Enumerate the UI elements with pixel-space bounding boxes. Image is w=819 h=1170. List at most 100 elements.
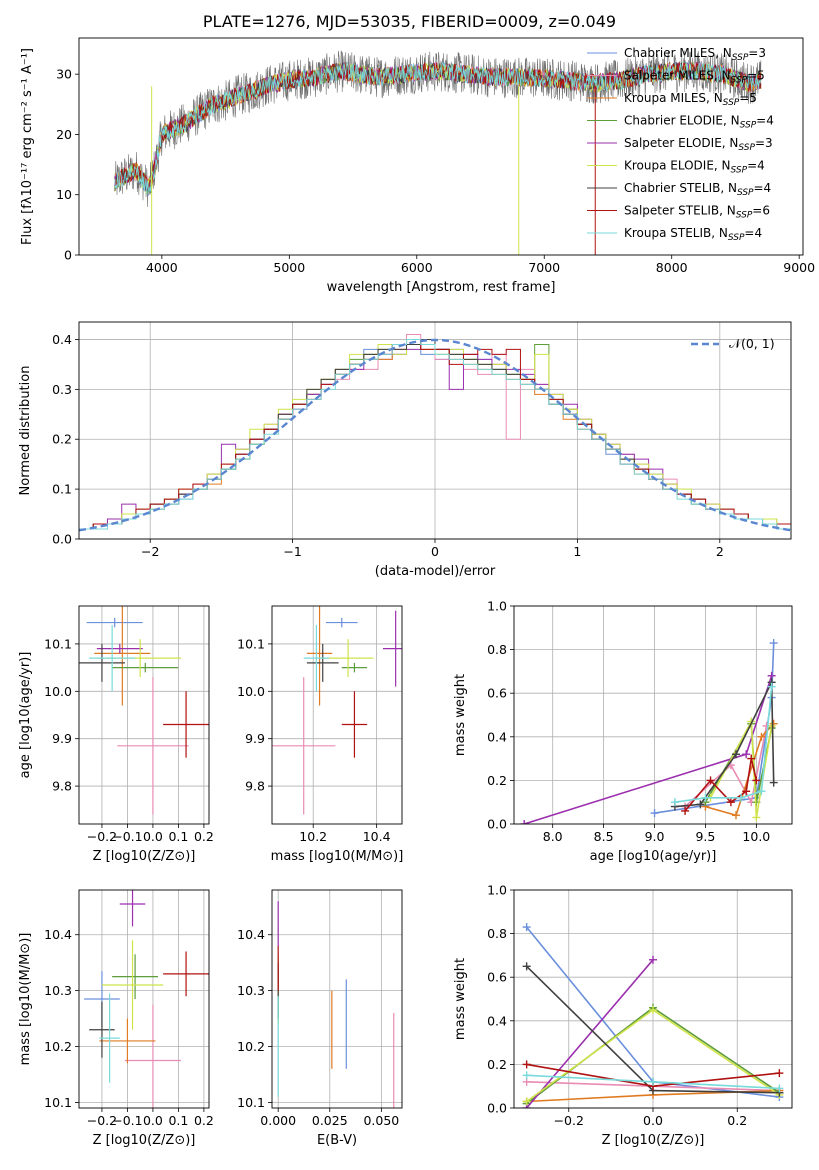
errorbar-salpeter-miles bbox=[124, 1004, 181, 1108]
errorbar-chabrier-stelib bbox=[306, 643, 339, 682]
x-axis-label: E(B-V) bbox=[317, 1133, 357, 1148]
x-tick-label: 8.5 bbox=[594, 829, 614, 844]
x-axis-label: age [log10(age/yr)] bbox=[590, 849, 717, 864]
y-axis-label: Flux [fλ10⁻¹⁷ erg cm⁻² s⁻¹ A⁻¹] bbox=[20, 48, 35, 245]
errorbar-kroupa-miles bbox=[94, 606, 151, 706]
series-salpeter-miles bbox=[681, 721, 771, 811]
errorbar-kroupa-stelib bbox=[303, 624, 330, 692]
y-tick-label: 10.1 bbox=[44, 1095, 72, 1110]
y-tick-label: 0.0 bbox=[52, 532, 72, 547]
y-axis-label: mass weight bbox=[453, 958, 468, 1040]
errorbar-chabrier-elodie bbox=[112, 662, 179, 673]
legend-label: Kroupa STELIB, NSSP=4 bbox=[624, 226, 762, 243]
legend-label: Kroupa MILES, NSSP=5 bbox=[624, 91, 757, 108]
x-tick-label: 0.2 bbox=[727, 1113, 747, 1128]
y-tick-label: 0.6 bbox=[487, 970, 507, 985]
y-tick-label: 0.3 bbox=[52, 382, 72, 397]
weight-vs-age-panel: 8.0 8.5 9.0 9.5 10.0 0.0 0.2 0.4 0.6 0.8 1.0 age [l… bbox=[453, 599, 793, 864]
y-tick-label: 10.2 bbox=[237, 1039, 265, 1054]
x-axis-label: wavelength [Angstrom, rest frame] bbox=[327, 280, 556, 295]
errorbar-salpeter-stelib bbox=[163, 691, 209, 758]
y-tick-label: 20 bbox=[56, 127, 72, 142]
x-tick-label: 4000 bbox=[146, 260, 178, 275]
axes-frame bbox=[78, 37, 804, 256]
x-tick-label: 0.0 bbox=[143, 1113, 163, 1128]
histogram-kroupa-stelib bbox=[79, 338, 791, 530]
errorbar-kroupa-stelib bbox=[99, 993, 120, 1083]
y-tick-label: 0.6 bbox=[487, 686, 507, 701]
weight-vs-z-panel: −0.2 0.0 0.2 0.0 0.2 0.4 0.6 0.8 1.0 Z [log10(Z/Z… bbox=[453, 883, 793, 1148]
x-tick-label: 0.050 bbox=[363, 1113, 399, 1128]
y-tick-label: 0.8 bbox=[487, 926, 507, 941]
errorbar-kroupa-elodie bbox=[101, 940, 164, 1030]
x-axis-label: mass [log10(M/M⊙)] bbox=[271, 849, 404, 864]
x-tick-label: −1 bbox=[283, 544, 301, 559]
x-tick-label: 0.0 bbox=[143, 829, 163, 844]
series-salpeter-stelib bbox=[522, 1060, 784, 1091]
errorbar-salpeter-elodie bbox=[382, 610, 402, 687]
x-axis-label: Z [log10(Z/Z⊙)] bbox=[93, 849, 196, 864]
y-tick-label: 0.4 bbox=[487, 729, 507, 744]
x-tick-label: 9.5 bbox=[695, 829, 715, 844]
x-tick-label: −0.2 bbox=[87, 1113, 117, 1128]
errorbar-chabrier-miles bbox=[86, 617, 143, 628]
y-tick-label: 10.1 bbox=[237, 1095, 265, 1110]
y-tick-label: 0.2 bbox=[487, 1057, 507, 1072]
y-tick-label: 0.4 bbox=[487, 1013, 507, 1028]
y-tick-label: 9.9 bbox=[245, 731, 265, 746]
series-chabrier-stelib bbox=[522, 962, 784, 1097]
errorbar-salpeter-elodie bbox=[96, 643, 143, 654]
y-tick-label: 0.2 bbox=[52, 432, 72, 447]
y-tick-label: 9.8 bbox=[52, 779, 72, 794]
y-tick-label: 10.3 bbox=[237, 983, 265, 998]
y-tick-label: 0.4 bbox=[52, 332, 72, 347]
y-tick-label: 0.1 bbox=[52, 482, 72, 497]
errorbar-salpeter-miles bbox=[272, 677, 336, 815]
y-tick-label: 10.0 bbox=[237, 684, 265, 699]
y-tick-label: 30 bbox=[56, 67, 72, 82]
x-tick-label: 0 bbox=[431, 544, 439, 559]
x-tick-label: 2 bbox=[716, 544, 724, 559]
x-tick-label: 8000 bbox=[656, 260, 688, 275]
x-axis-label: Z [log10(Z/Z⊙)] bbox=[93, 1133, 196, 1148]
y-axis-label: age [log10(age/yr)] bbox=[18, 652, 33, 779]
axes-frame bbox=[78, 605, 210, 825]
y-axis-label: Normed distribution bbox=[18, 366, 33, 496]
legend-label: Chabrier STELIB, NSSP=4 bbox=[624, 181, 771, 198]
legend-label: Salpeter STELIB, NSSP=6 bbox=[624, 204, 770, 221]
errorbar-kroupa-elodie bbox=[322, 639, 374, 678]
y-tick-label: 10.4 bbox=[44, 927, 72, 942]
spectrum-model-kroupa-stelib bbox=[114, 62, 762, 195]
series-kroupa-stelib bbox=[522, 1071, 784, 1093]
errorbar-kroupa-miles bbox=[99, 1018, 156, 1064]
errorbar-salpeter-elodie bbox=[119, 890, 146, 927]
y-tick-label: 0 bbox=[64, 248, 72, 263]
mass-vs-z-panel: −0.2−0.1 0.0 0.1 0.2 10.1 10.2 10.3 10.4 Z [log1… bbox=[18, 889, 214, 1148]
y-tick-label: 0.0 bbox=[487, 817, 507, 832]
y-tick-label: 10.2 bbox=[44, 1039, 72, 1054]
y-tick-label: 1.0 bbox=[487, 883, 507, 898]
series-kroupa-stelib bbox=[670, 682, 776, 807]
y-tick-label: 1.0 bbox=[487, 599, 507, 614]
x-tick-label: 7000 bbox=[528, 260, 560, 275]
x-tick-label: 9000 bbox=[783, 260, 815, 275]
x-tick-label: 0.2 bbox=[194, 829, 214, 844]
y-axis-label: mass weight bbox=[453, 674, 468, 756]
x-tick-label: 10.4 bbox=[363, 829, 391, 844]
x-tick-label: 0.2 bbox=[194, 1113, 214, 1128]
y-tick-label: 10.0 bbox=[44, 684, 72, 699]
errorbar-salpeter-stelib bbox=[341, 691, 368, 758]
y-tick-label: 0.8 bbox=[487, 642, 507, 657]
gaussian-curve bbox=[79, 338, 791, 532]
mass-vs-ebv-panel: 0.000 0.025 0.050 10.1 10.2 10.3 10.4 E(B-V) bbox=[237, 889, 403, 1148]
x-axis-label: (data-model)/error bbox=[375, 564, 496, 579]
x-tick-label: 10.0 bbox=[742, 829, 770, 844]
x-tick-label: 10.2 bbox=[299, 829, 327, 844]
errorbar-salpeter-miles bbox=[117, 677, 189, 815]
x-tick-label: 9.0 bbox=[645, 829, 665, 844]
axes-frame bbox=[78, 889, 210, 1109]
axes-frame bbox=[271, 889, 403, 1109]
x-tick-label: −0.2 bbox=[87, 829, 117, 844]
legend-label: Chabrier MILES, NSSP=3 bbox=[624, 46, 766, 63]
